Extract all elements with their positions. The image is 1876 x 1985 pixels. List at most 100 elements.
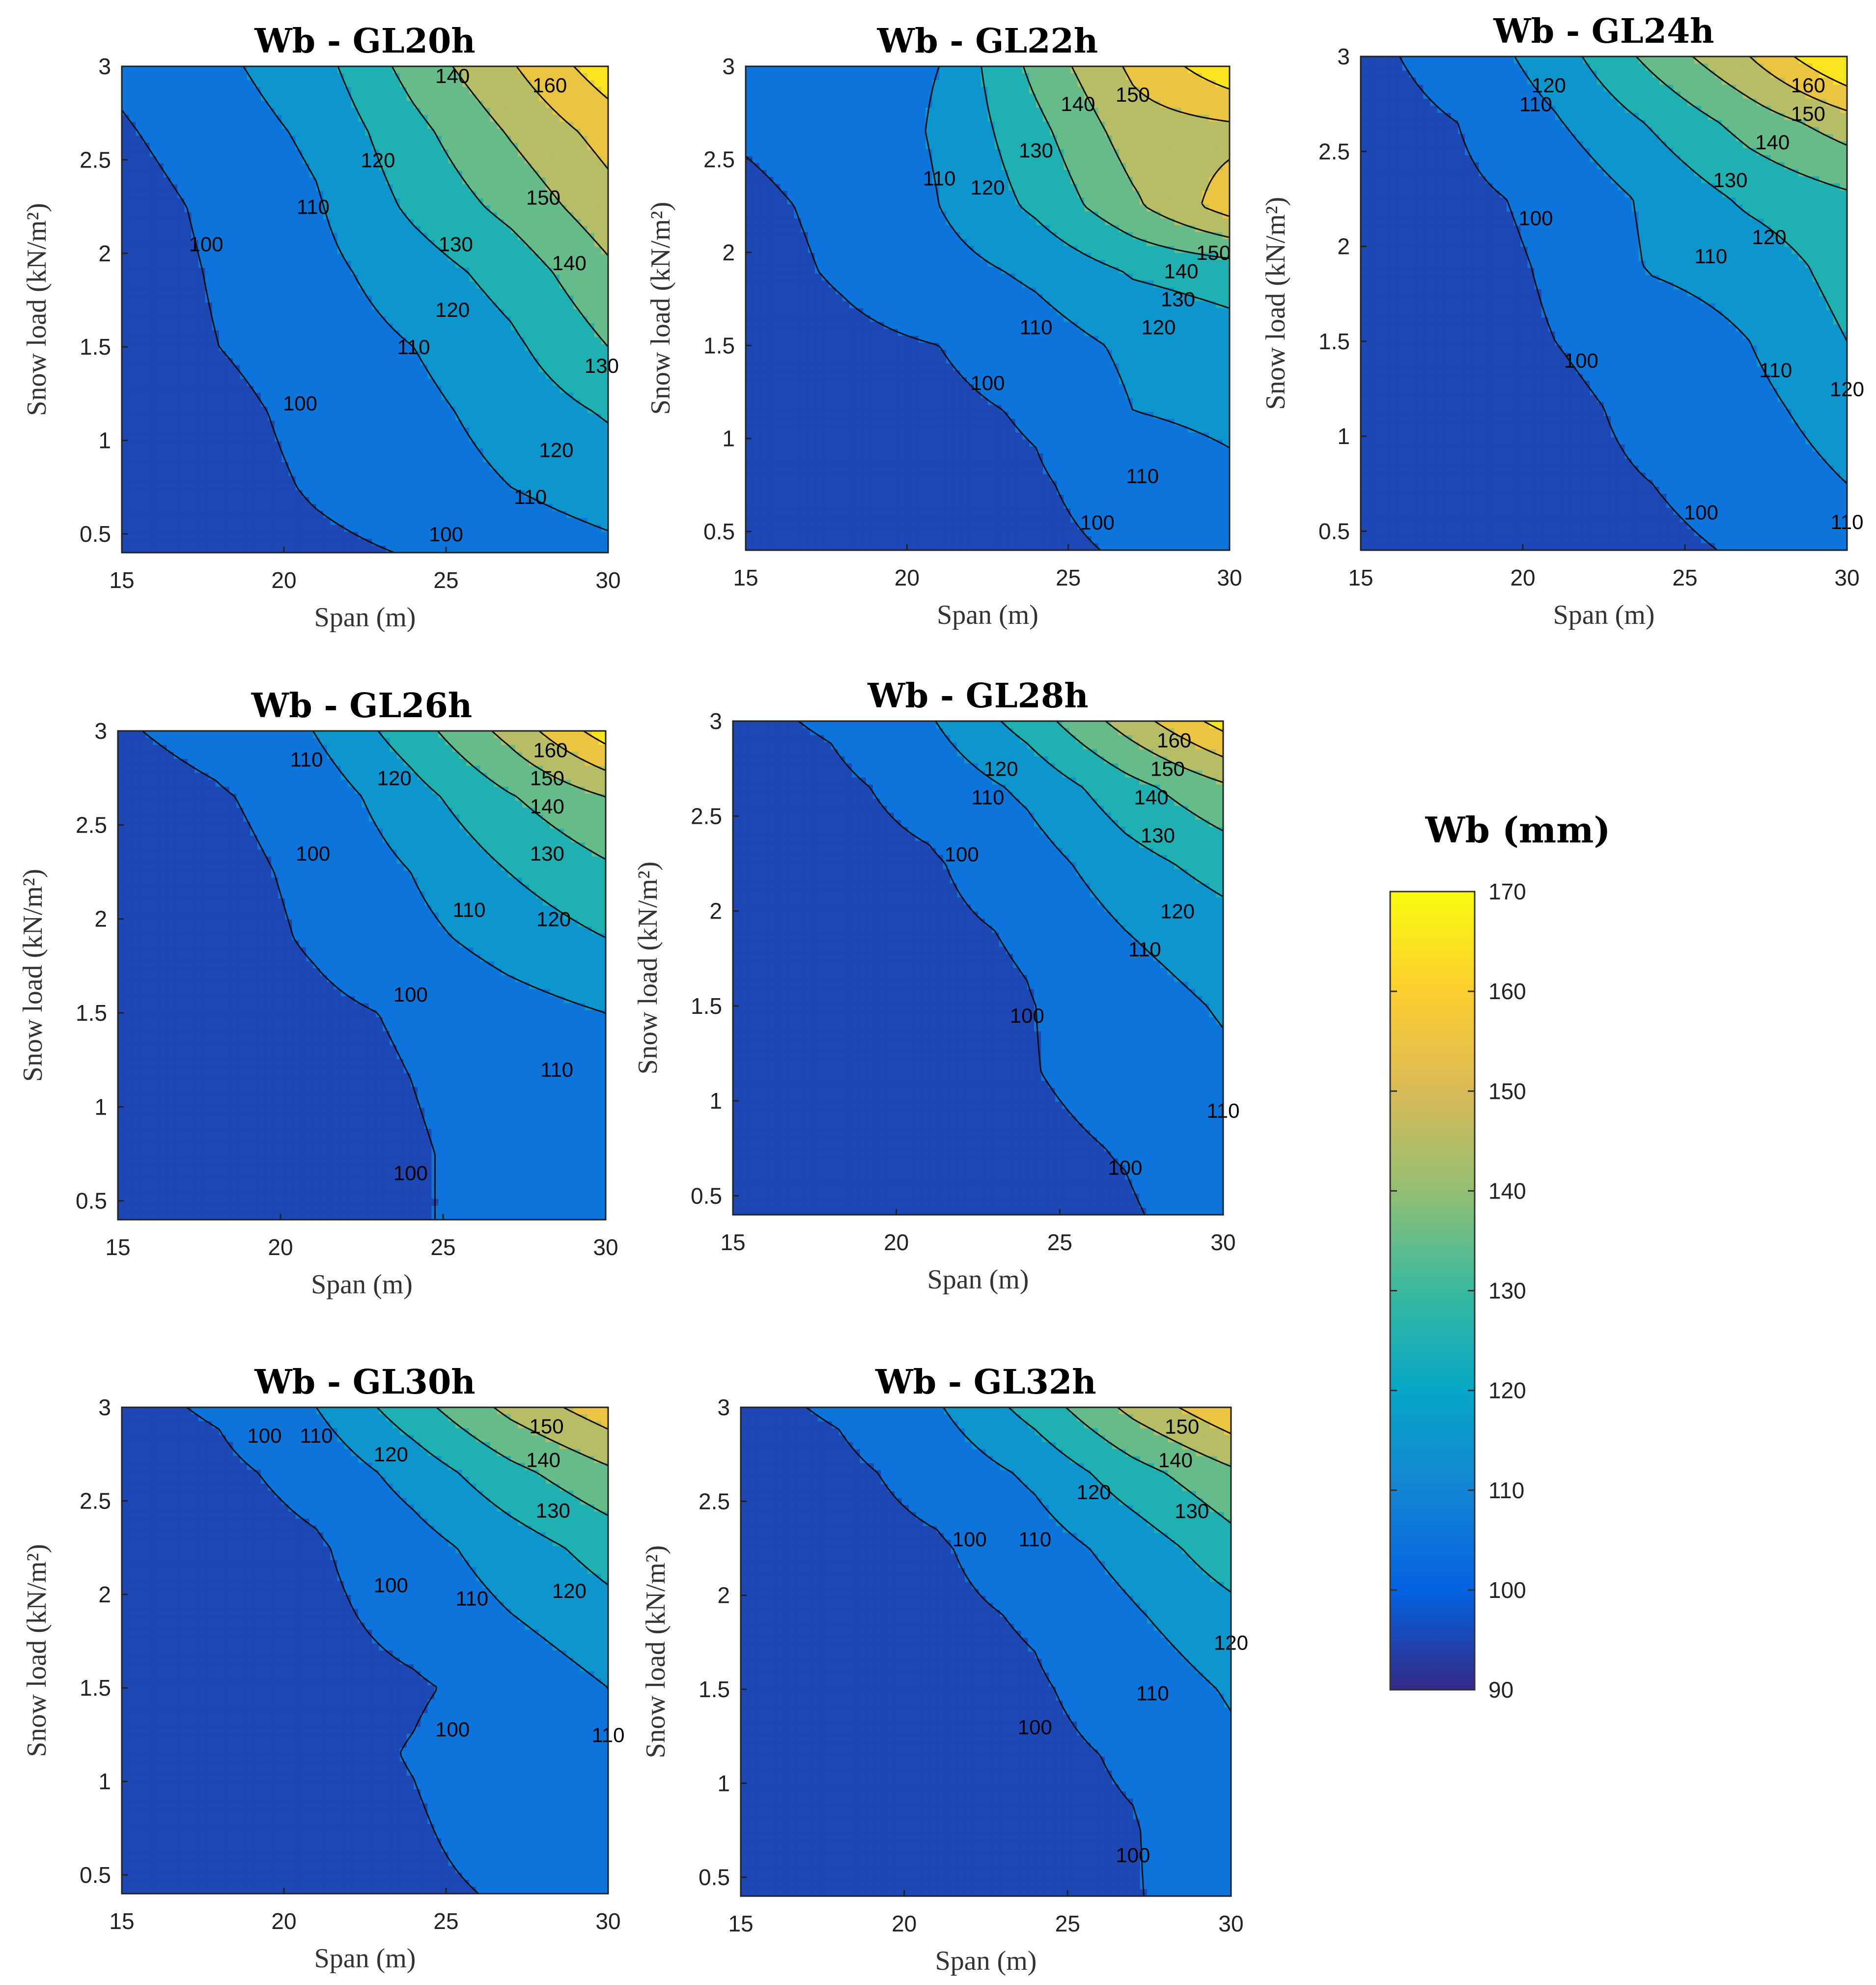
- contour-label: 130: [1141, 824, 1175, 847]
- colorbar-tick-label: 170: [1488, 879, 1526, 904]
- colorbar-tick-label: 160: [1488, 979, 1526, 1004]
- y-tick-label: 2: [94, 906, 107, 932]
- contour-label: 130: [1019, 139, 1053, 162]
- contour-label: 100: [1108, 1156, 1142, 1179]
- colorbar-tick-label: 150: [1488, 1078, 1526, 1104]
- plot-frame: [1360, 56, 1848, 551]
- contour-label: 120: [1752, 225, 1787, 249]
- contour-line-130: [1056, 721, 1223, 832]
- contour-label: 160: [1157, 729, 1191, 752]
- contour-line-130: [437, 731, 606, 860]
- colorbar-tick-label: 140: [1488, 1178, 1526, 1203]
- y-tick-label: 2: [98, 241, 111, 266]
- contour-label: 110: [300, 1424, 333, 1447]
- x-tick-label: 15: [733, 565, 758, 590]
- panel-title: Wb - GL30h: [254, 1363, 475, 1402]
- contour-label: 120: [1077, 1481, 1111, 1504]
- contour-label: 100: [189, 233, 224, 256]
- contour-label: 100: [247, 1424, 281, 1447]
- plot-frame: [117, 730, 607, 1221]
- contour-line-130: [436, 1407, 608, 1516]
- contour-line-100: [806, 1407, 1145, 1896]
- contour-label: 160: [1791, 74, 1825, 97]
- contour-label: 110: [1020, 315, 1053, 338]
- contour-label: 130: [1713, 168, 1747, 192]
- contour-line-100: [122, 109, 395, 553]
- x-tick-label: 20: [884, 1230, 909, 1255]
- x-tick-label: 30: [1217, 565, 1242, 590]
- y-axis-label: Snow load (kN/m²): [1260, 197, 1291, 410]
- contour-label: 100: [283, 391, 317, 415]
- contour-label: 130: [585, 354, 619, 377]
- contour-label: 120: [435, 298, 470, 321]
- contour-lines: [798, 721, 1223, 1215]
- x-tick-label: 25: [1056, 565, 1081, 590]
- contour-lines: [1399, 56, 1847, 550]
- x-tick-label: 15: [105, 1234, 130, 1260]
- contour-label: 110: [923, 167, 956, 190]
- y-tick-label: 2.5: [80, 1488, 111, 1513]
- colorbar-gradient: [1389, 891, 1476, 1691]
- contour-label: 110: [1519, 93, 1552, 116]
- contour-label: 120: [536, 908, 571, 931]
- x-tick-label: 25: [1055, 1911, 1080, 1936]
- contour-line-150: [1154, 721, 1223, 758]
- y-tick-label: 0.5: [691, 1183, 722, 1208]
- x-axis-label: Span (m): [1553, 600, 1655, 630]
- contour-label: 150: [1165, 1415, 1199, 1438]
- y-tick-label: 2.5: [699, 1488, 730, 1514]
- contour-lines: [806, 1407, 1231, 1896]
- y-tick-label: 3: [722, 54, 735, 79]
- contour-fill: [118, 731, 606, 1220]
- contour-label: 150: [1150, 757, 1185, 781]
- x-tick-label: 30: [1210, 1230, 1235, 1255]
- contour-label: 110: [1694, 245, 1727, 268]
- contour-label: 110: [1759, 359, 1792, 382]
- y-tick-label: 0.5: [703, 519, 735, 544]
- plot-frame: [740, 1406, 1232, 1897]
- y-tick-label: 1.5: [703, 333, 735, 358]
- x-tick-label: 30: [593, 1234, 618, 1260]
- y-tick-label: 3: [98, 1395, 111, 1420]
- y-tick-label: 0.5: [1318, 518, 1350, 544]
- y-tick-label: 1.5: [80, 334, 111, 360]
- contour-label: 110: [297, 196, 330, 219]
- contour-label: 120: [539, 439, 573, 462]
- contour-fill: [741, 1407, 1231, 1896]
- contour-label: 100: [296, 842, 330, 865]
- contour-label: 100: [945, 843, 979, 866]
- colorbar-tick-label: 90: [1488, 1677, 1513, 1703]
- contour-label: 110: [972, 786, 1005, 809]
- contour-line-150: [1749, 56, 1847, 112]
- contour-line-140: [1071, 66, 1230, 238]
- x-tick-label: 30: [595, 1908, 620, 1934]
- y-axis-label: Snow load (kN/m²): [633, 862, 663, 1075]
- contour-label: 120: [1532, 74, 1566, 97]
- colorbar-tick-label: 120: [1488, 1378, 1526, 1403]
- y-tick-label: 2.5: [1318, 139, 1350, 164]
- x-axis-label: Span (m): [314, 1943, 416, 1974]
- contour-label: 120: [361, 148, 395, 171]
- contour-lines: [141, 731, 606, 1220]
- y-tick-label: 2: [722, 240, 735, 265]
- y-tick-label: 1.5: [80, 1675, 111, 1701]
- contour-label: 140: [1061, 92, 1095, 115]
- contour-label: 140: [526, 1449, 560, 1472]
- x-tick-label: 25: [433, 567, 458, 593]
- contour-label: 140: [435, 64, 470, 87]
- contour-line-100: [186, 1407, 479, 1894]
- contour-line-100: [798, 721, 1146, 1215]
- y-tick-label: 1.5: [76, 1000, 107, 1026]
- y-tick-label: 1.5: [1318, 329, 1350, 354]
- contour-line-120: [376, 1407, 608, 1586]
- contour-label: 100: [393, 1161, 428, 1184]
- contour-line-110: [924, 66, 1230, 448]
- y-tick-label: 1: [1337, 423, 1350, 449]
- contour-label: 100: [1564, 349, 1598, 372]
- colorbar-title: Wb (mm): [1425, 809, 1611, 851]
- contour-line-100: [1399, 56, 1718, 550]
